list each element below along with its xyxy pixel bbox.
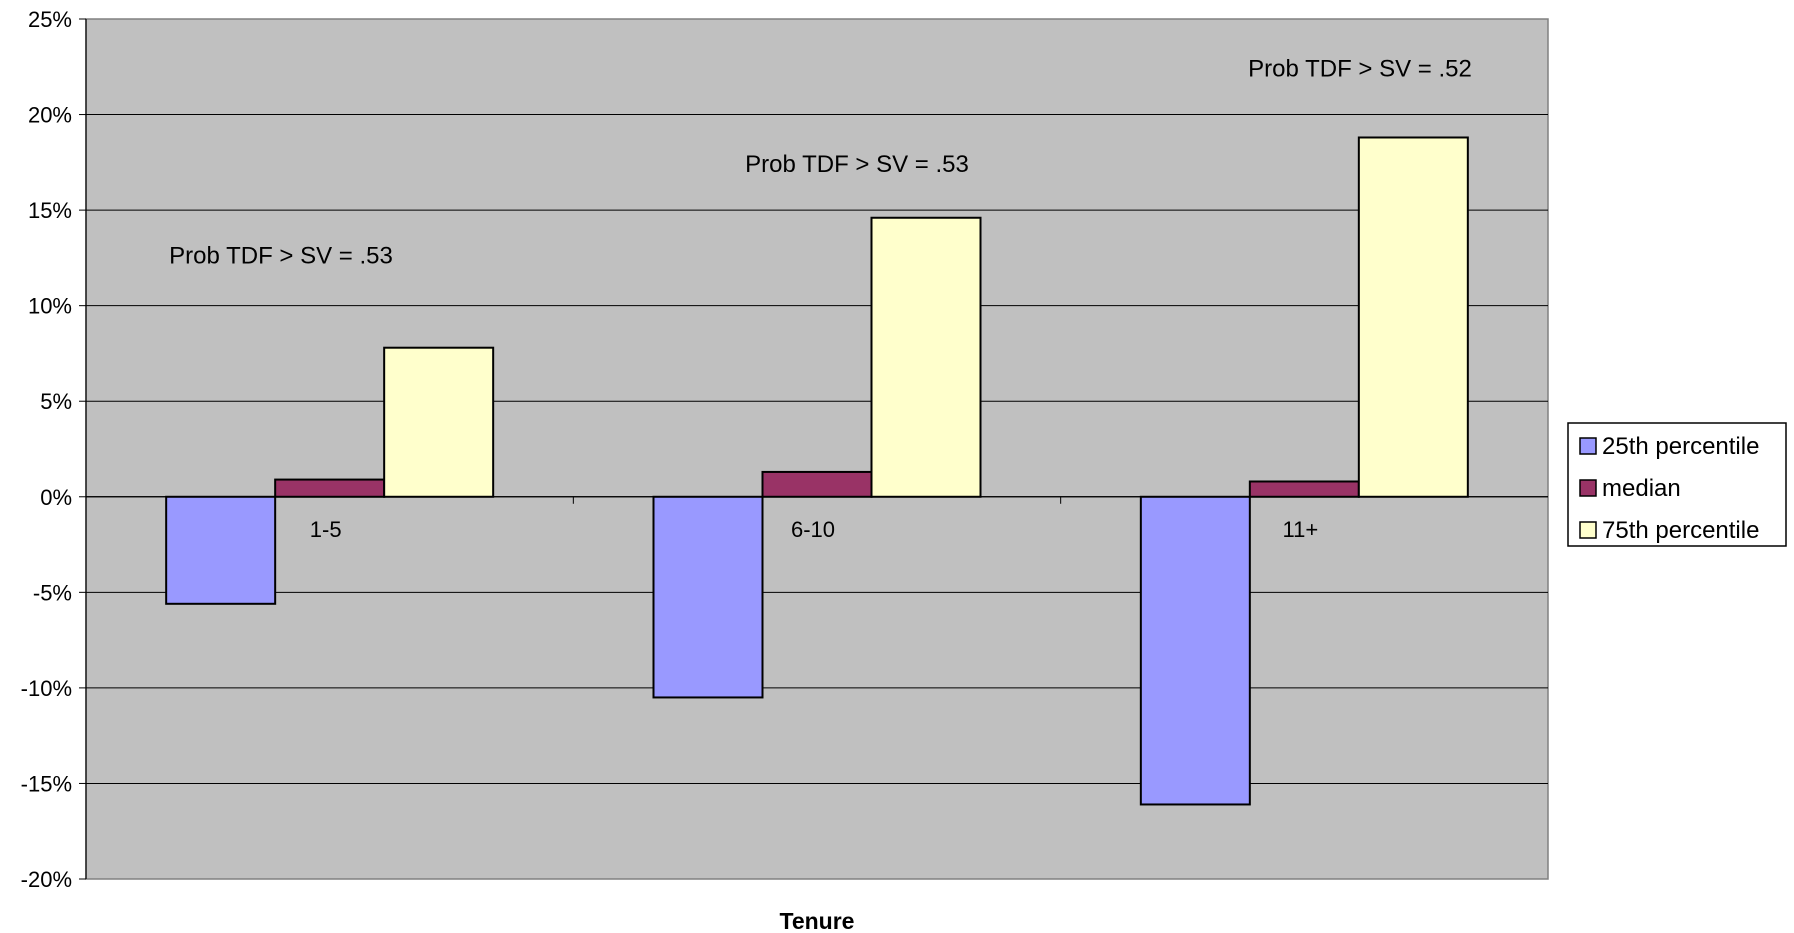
- y-tick-label: 25%: [28, 7, 72, 32]
- category-label: 6-10: [791, 517, 835, 542]
- y-tick-label: -5%: [33, 580, 72, 605]
- y-tick-label: 0%: [40, 485, 72, 510]
- y-tick-label: -10%: [21, 676, 72, 701]
- bar-25th-percentile-1-5: [165, 495, 277, 605]
- legend-label: 75th percentile: [1602, 517, 1759, 544]
- y-tick-label: 5%: [40, 389, 72, 414]
- annotation-prob: Prob TDF > SV = .53: [169, 243, 393, 270]
- legend-label: median: [1602, 475, 1681, 502]
- annotation-prob: Prob TDF > SV = .52: [1248, 55, 1472, 82]
- legend-label: 25th percentile: [1602, 433, 1759, 460]
- x-axis-label: Tenure: [780, 908, 855, 933]
- bar-75th-percentile-6-10: [870, 216, 982, 498]
- y-tick-label: -20%: [21, 867, 72, 892]
- bar-median-6-10: [761, 470, 873, 498]
- category-label: 11+: [1282, 517, 1318, 542]
- bar-median-1-5: [274, 478, 386, 498]
- bar-75th-percentile-11+: [1357, 136, 1469, 498]
- y-tick-label: -15%: [21, 771, 72, 796]
- y-tick-label: 10%: [28, 294, 72, 319]
- annotations: Prob TDF > SV = .53 Prob TDF > SV = .53 Pr…: [169, 55, 1472, 269]
- category-label: 1-5: [310, 517, 342, 542]
- plot-area: [85, 18, 1549, 880]
- y-tick-label: 20%: [28, 103, 72, 128]
- annotation-prob: Prob TDF > SV = .53: [745, 151, 969, 178]
- bar-median-11+: [1248, 480, 1360, 498]
- legend: 25th percentile median 75th percentile: [1567, 422, 1787, 547]
- bar-25th-percentile-11+: [1139, 495, 1251, 806]
- y-axis: 25% 20% 15% 10% 5% 0% -5% -10% -15% -20%: [21, 7, 87, 892]
- legend-swatch: [1579, 479, 1597, 497]
- legend-box: [1567, 422, 1787, 547]
- bar-75th-percentile-1-5: [383, 346, 495, 498]
- legend-swatch: [1579, 437, 1597, 455]
- category-labels: 1-5 6-10 11+: [310, 517, 1318, 542]
- bar-25th-percentile-6-10: [652, 495, 764, 699]
- x-axis-ticks: [572, 496, 1062, 504]
- legend-swatch: [1579, 521, 1597, 539]
- y-tick-label: 15%: [28, 198, 72, 223]
